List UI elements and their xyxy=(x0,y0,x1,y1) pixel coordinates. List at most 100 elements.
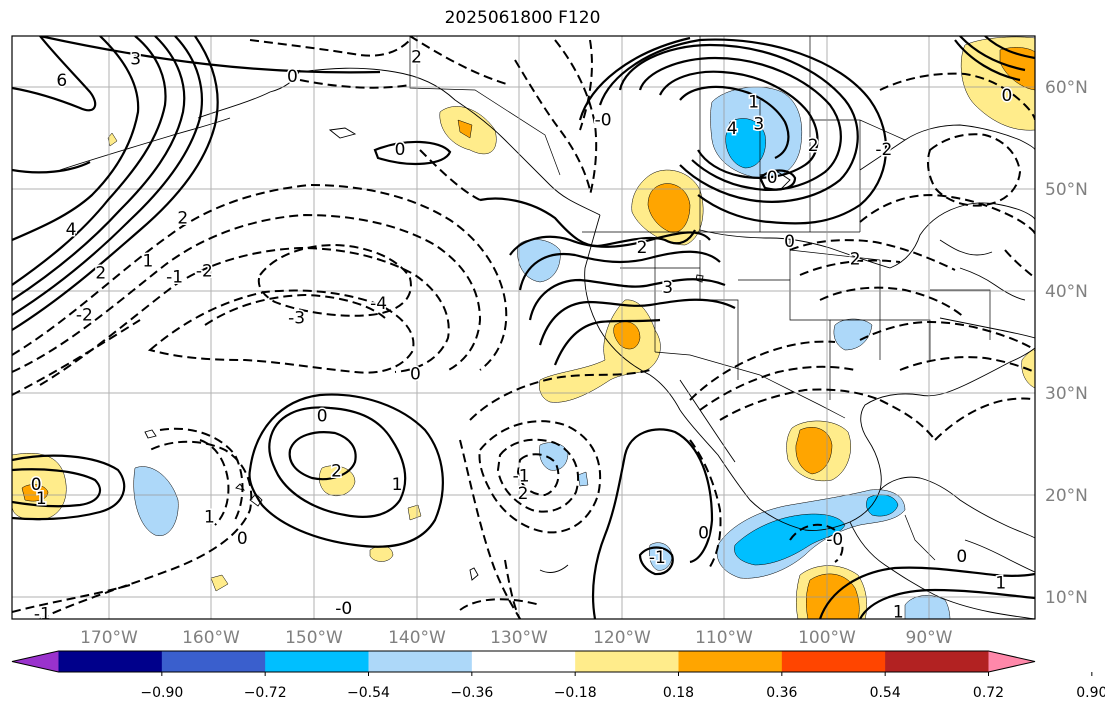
contour-line xyxy=(199,439,230,526)
contour-line xyxy=(638,56,842,191)
longitude-label: 100°W xyxy=(798,628,856,648)
colorbar-extend-max xyxy=(988,651,1035,672)
longitude-label: 90°W xyxy=(906,628,953,648)
coastline xyxy=(59,117,231,171)
colorbar-tick-label: −0.90 xyxy=(140,685,183,701)
colorbar-tick-label: 0.72 xyxy=(973,685,1004,701)
contour-label: 0 xyxy=(410,365,421,385)
coastline xyxy=(939,317,1035,339)
contour-line xyxy=(528,278,726,321)
colorbar-tick-label: 0.18 xyxy=(663,685,694,701)
contour-line xyxy=(679,85,790,159)
contour-line xyxy=(373,140,452,166)
coastline xyxy=(144,429,157,439)
colorbar-swatches xyxy=(12,651,1035,672)
contour-line xyxy=(459,439,521,619)
longitude-label: 140°W xyxy=(388,628,446,648)
contour-label: 4 xyxy=(727,119,738,139)
coastline xyxy=(679,409,806,531)
latitude-label: 60°N xyxy=(1045,78,1088,98)
contour-label: 4 xyxy=(66,220,77,240)
contour-line xyxy=(598,38,888,225)
contour-line xyxy=(818,566,1035,619)
contour-line xyxy=(659,70,819,179)
contour-line xyxy=(288,431,357,481)
contour-label: 1 xyxy=(995,574,1006,594)
longitude-label: 120°W xyxy=(593,628,651,648)
contour-label: 0 xyxy=(395,140,406,160)
contour-label: 2 xyxy=(411,47,422,67)
contour-line xyxy=(12,36,204,316)
coastline xyxy=(328,127,357,139)
contour-label: 0 xyxy=(767,168,778,188)
contour-line xyxy=(12,468,102,508)
contour-line xyxy=(39,36,381,74)
positive-contours xyxy=(12,36,1035,619)
shade-negative xyxy=(833,318,873,351)
coastline xyxy=(919,347,1035,397)
contour-line xyxy=(538,298,736,346)
colorbar-swatch xyxy=(678,651,783,672)
contour-label: -1 xyxy=(166,268,183,288)
contour-line xyxy=(12,36,219,331)
contour-line xyxy=(879,399,936,441)
contour-line xyxy=(518,250,721,291)
shade-positive xyxy=(210,574,229,592)
longitude-label: 170°W xyxy=(80,628,138,648)
shade-negative xyxy=(577,471,589,487)
coastline xyxy=(469,567,479,581)
shade-positive xyxy=(407,504,422,521)
contour-line xyxy=(12,454,126,521)
contour-line xyxy=(579,39,593,131)
contour-line xyxy=(478,420,602,534)
map-title: 2025061800 F120 xyxy=(444,8,601,28)
contour-label: -2 xyxy=(196,262,213,282)
contour-line xyxy=(12,36,140,242)
contour-line xyxy=(419,149,481,201)
contour-line xyxy=(758,169,797,191)
coastline xyxy=(539,564,569,573)
contour-line xyxy=(39,440,253,619)
contour-label: 1 xyxy=(392,475,403,495)
colorbar-outline xyxy=(11,650,1036,673)
contour-label: 0 xyxy=(31,475,42,495)
contour-line xyxy=(859,320,1035,351)
colorbar-tick-label: 0.90 xyxy=(1076,685,1105,701)
contour-line xyxy=(719,388,881,421)
state-border xyxy=(930,289,991,340)
coastline xyxy=(804,393,921,531)
contour-label: 0 xyxy=(237,529,248,549)
colorbar-tick-label: −0.18 xyxy=(554,685,597,701)
contour-line xyxy=(954,39,1021,82)
contour-label: 3 xyxy=(130,49,141,69)
contour-line xyxy=(12,183,508,371)
contour-line xyxy=(12,36,167,286)
state-border xyxy=(789,249,881,261)
contour-label: 2 xyxy=(808,136,819,156)
colorbar-tick-label: 0.54 xyxy=(870,685,901,701)
colorbar-tick-label: −0.72 xyxy=(244,685,287,701)
contour-line xyxy=(204,293,386,326)
longitude-label: 110°W xyxy=(695,628,753,648)
contour-line xyxy=(409,36,511,86)
shade-positive xyxy=(1021,347,1035,389)
contour-label: 2 xyxy=(331,462,342,482)
contour-label: 1 xyxy=(204,507,215,527)
contour-line xyxy=(899,356,1035,373)
contour-line xyxy=(12,213,482,373)
contour-label: 2 xyxy=(95,264,106,284)
shade-positive-strong xyxy=(613,321,641,350)
contour-label: 1 xyxy=(36,489,47,509)
contour-line xyxy=(12,36,186,301)
contour-line xyxy=(12,161,91,174)
contour-line xyxy=(618,43,859,203)
colorbar-swatch xyxy=(781,651,886,672)
contour-line xyxy=(479,197,696,248)
latitude-label: 40°N xyxy=(1045,282,1088,302)
contour-label: 3 xyxy=(662,278,673,298)
contour-line xyxy=(789,523,844,563)
contour-label: 2 xyxy=(850,249,861,269)
